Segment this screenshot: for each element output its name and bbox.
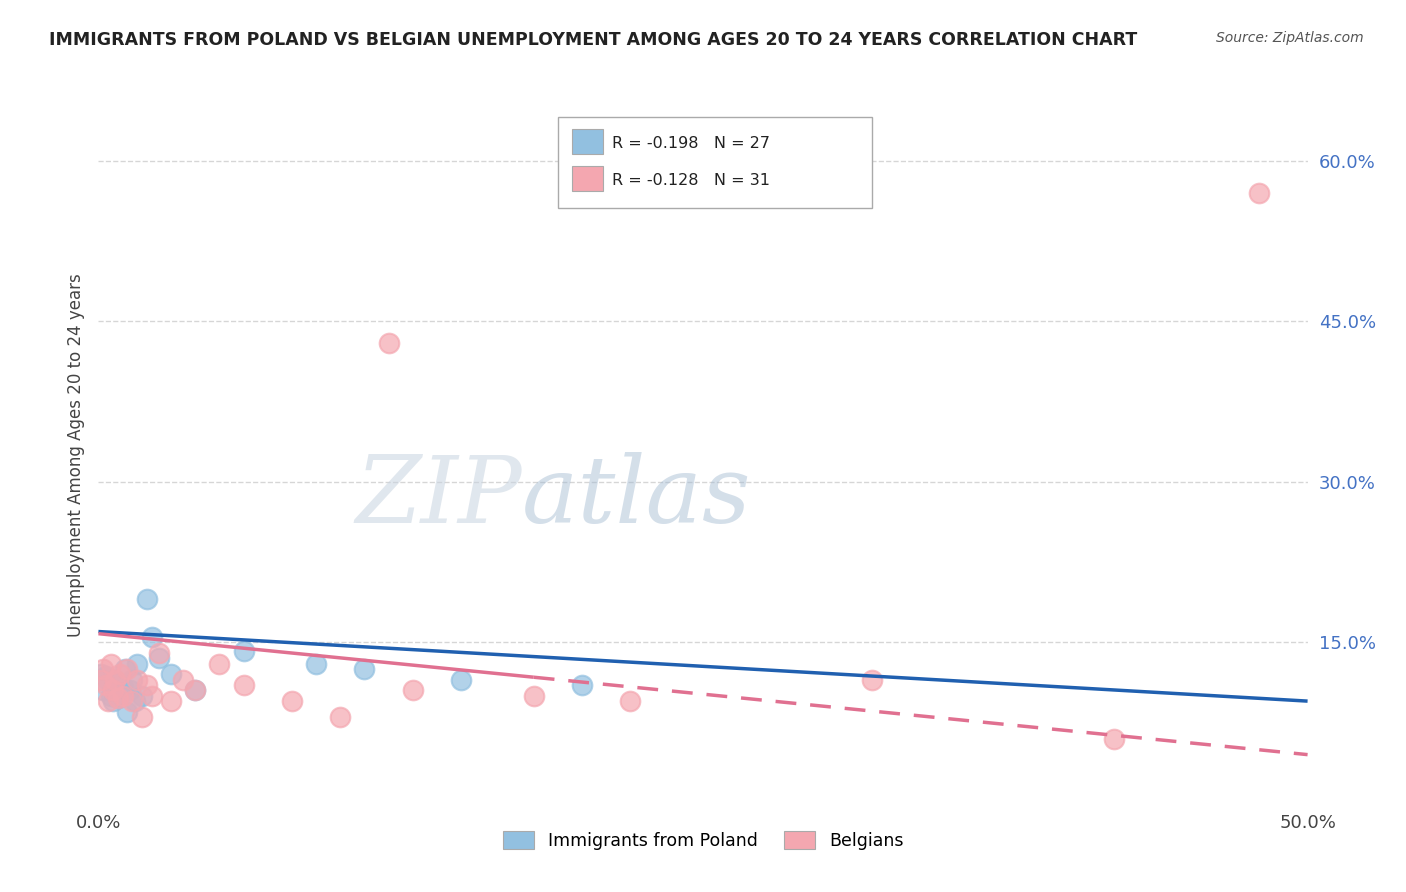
Point xyxy=(523,689,546,703)
Text: IMMIGRANTS FROM POLAND VS BELGIAN UNEMPLOYMENT AMONG AGES 20 TO 24 YEARS CORRELA: IMMIGRANTS FROM POLAND VS BELGIAN UNEMPL… xyxy=(49,31,1137,49)
Point xyxy=(450,673,472,687)
Point xyxy=(107,690,129,705)
Point xyxy=(100,657,122,671)
Point xyxy=(571,678,593,692)
Text: ZIP: ZIP xyxy=(354,451,522,541)
Point xyxy=(104,673,127,687)
Point xyxy=(114,662,136,676)
Point xyxy=(90,667,112,681)
Point xyxy=(377,335,399,350)
Point xyxy=(127,657,149,671)
Point xyxy=(97,673,120,687)
FancyBboxPatch shape xyxy=(572,129,603,153)
Point xyxy=(104,673,127,687)
Point xyxy=(101,683,124,698)
Point xyxy=(148,651,170,665)
Point xyxy=(172,673,194,687)
Text: R = -0.128   N = 31: R = -0.128 N = 31 xyxy=(613,172,770,187)
Point xyxy=(91,662,114,676)
Point xyxy=(148,646,170,660)
Point xyxy=(619,694,641,708)
Point xyxy=(135,678,157,692)
Point xyxy=(100,689,122,703)
Point xyxy=(91,683,114,698)
Text: atlas: atlas xyxy=(522,451,751,541)
Point xyxy=(121,694,143,708)
Point xyxy=(101,694,124,708)
Point xyxy=(281,694,304,708)
Point xyxy=(160,694,183,708)
Point xyxy=(305,657,328,671)
Point xyxy=(117,662,139,676)
Point xyxy=(118,683,141,698)
Point xyxy=(160,667,183,681)
Text: R = -0.198   N = 27: R = -0.198 N = 27 xyxy=(613,136,770,152)
Point xyxy=(97,694,120,708)
Point xyxy=(111,689,134,703)
Y-axis label: Unemployment Among Ages 20 to 24 years: Unemployment Among Ages 20 to 24 years xyxy=(66,273,84,637)
Point xyxy=(232,678,254,692)
Point xyxy=(94,669,117,683)
Point xyxy=(208,657,231,671)
Point xyxy=(135,592,157,607)
Point xyxy=(131,689,153,703)
Point xyxy=(108,678,131,692)
Point xyxy=(107,690,129,705)
Point xyxy=(124,694,146,708)
Point xyxy=(111,680,134,694)
Point xyxy=(94,678,117,692)
Text: Source: ZipAtlas.com: Source: ZipAtlas.com xyxy=(1216,31,1364,45)
Point xyxy=(117,705,139,719)
Point xyxy=(141,689,163,703)
FancyBboxPatch shape xyxy=(558,118,872,208)
Point xyxy=(131,710,153,724)
Point xyxy=(402,683,425,698)
Point xyxy=(860,673,883,687)
Point xyxy=(329,710,352,724)
Point xyxy=(127,673,149,687)
Point xyxy=(1102,731,1125,746)
FancyBboxPatch shape xyxy=(572,166,603,191)
Point xyxy=(121,673,143,687)
Point xyxy=(141,630,163,644)
Point xyxy=(90,673,112,687)
Legend: Immigrants from Poland, Belgians: Immigrants from Poland, Belgians xyxy=(496,824,910,856)
Point xyxy=(108,667,131,681)
Point xyxy=(184,683,207,698)
Point xyxy=(353,662,375,676)
Point xyxy=(232,644,254,658)
Point xyxy=(1249,186,1271,200)
Point xyxy=(184,683,207,698)
